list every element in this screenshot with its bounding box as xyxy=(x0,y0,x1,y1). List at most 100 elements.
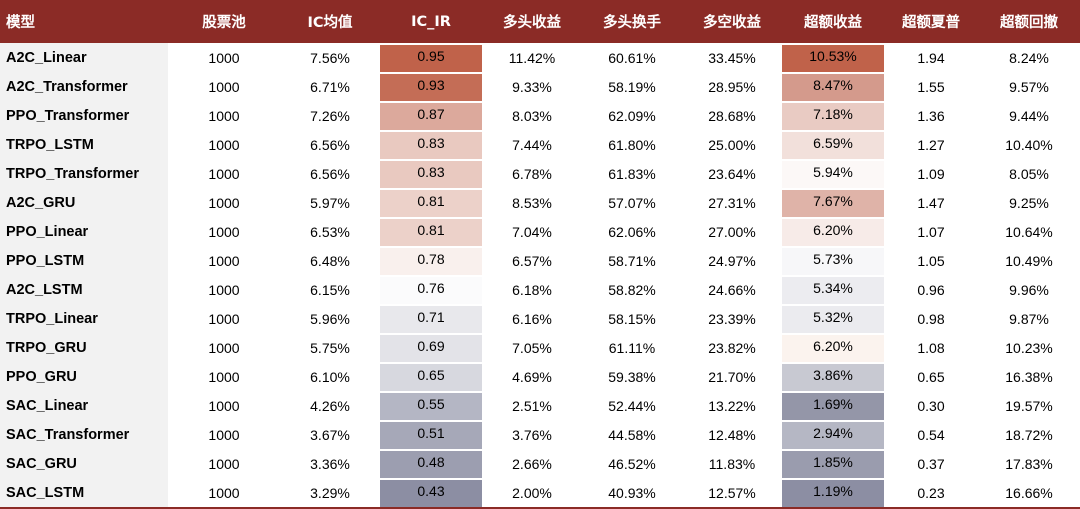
excess-sharpe-cell: 0.54 xyxy=(917,426,945,443)
long-short-return-cell: 23.39% xyxy=(708,310,756,327)
pool-cell: 1000 xyxy=(208,107,240,124)
long-turnover-cell: 58.82% xyxy=(608,281,656,298)
long-turnover-cell: 58.19% xyxy=(608,78,656,95)
ic-ir-cell: 0.83 xyxy=(380,130,482,159)
excess-return-cell: 5.32% xyxy=(782,304,884,333)
model-name-cell: SAC_GRU xyxy=(0,449,168,478)
ic-ir-cell-value: 0.83 xyxy=(380,132,482,159)
long-return-cell: 6.57% xyxy=(512,252,552,269)
excess-sharpe-cell: 1.27 xyxy=(917,136,945,153)
long-turnover-cell: 61.83% xyxy=(608,165,656,182)
excess-sharpe-cell: 1.05 xyxy=(917,252,945,269)
long-return-cell: 6.78% xyxy=(512,165,552,182)
table-row: SAC_GRU 1000 3.36% 0.48 2.66% 46.52% 11.83% 1.8… xyxy=(0,449,1080,478)
excess-return-cell: 2.94% xyxy=(782,420,884,449)
excess-return-cell-value: 1.69% xyxy=(782,393,884,420)
ic-ir-cell: 0.95 xyxy=(380,43,482,72)
long-short-return-cell: 13.22% xyxy=(708,397,756,414)
col-ic-ir-header: IC_IR xyxy=(380,0,482,43)
ic-mean-cell: 6.56% xyxy=(310,165,350,182)
excess-return-cell: 1.69% xyxy=(782,391,884,420)
excess-return-cell: 6.20% xyxy=(782,217,884,246)
ic-ir-cell-value: 0.55 xyxy=(380,393,482,420)
ic-ir-cell-value: 0.69 xyxy=(380,335,482,362)
model-name-cell: TRPO_Transformer xyxy=(0,159,168,188)
ic-ir-cell: 0.65 xyxy=(380,362,482,391)
long-turnover-cell: 46.52% xyxy=(608,455,656,472)
ic-ir-cell: 0.78 xyxy=(380,246,482,275)
excess-return-cell: 5.94% xyxy=(782,159,884,188)
excess-drawdown-cell: 9.57% xyxy=(1009,78,1049,95)
pool-cell: 1000 xyxy=(208,49,240,66)
ic-mean-cell: 7.26% xyxy=(310,107,350,124)
excess-return-cell-value: 5.34% xyxy=(782,277,884,304)
long-turnover-cell: 60.61% xyxy=(608,49,656,66)
pool-cell: 1000 xyxy=(208,136,240,153)
excess-sharpe-cell: 1.08 xyxy=(917,339,945,356)
ic-mean-cell: 3.36% xyxy=(310,455,350,472)
long-return-cell: 7.04% xyxy=(512,223,552,240)
table-row: PPO_Transformer 1000 7.26% 0.87 8.03% 62.09% 2… xyxy=(0,101,1080,130)
excess-drawdown-cell: 10.64% xyxy=(1005,223,1053,240)
model-name-cell: SAC_Linear xyxy=(0,391,168,420)
long-return-cell: 8.53% xyxy=(512,194,552,211)
ic-ir-cell-value: 0.51 xyxy=(380,422,482,449)
long-short-return-cell: 12.48% xyxy=(708,426,756,443)
col-pool-header: 股票池 xyxy=(168,0,280,43)
model-name-cell: PPO_GRU xyxy=(0,362,168,391)
ic-ir-cell-value: 0.76 xyxy=(380,277,482,304)
table-row: PPO_GRU 1000 6.10% 0.65 4.69% 59.38% 21.70% 3.8… xyxy=(0,362,1080,391)
excess-return-cell-value: 5.94% xyxy=(782,161,884,188)
ic-ir-cell-value: 0.78 xyxy=(380,248,482,275)
ic-mean-cell: 6.48% xyxy=(310,252,350,269)
ic-ir-cell: 0.93 xyxy=(380,72,482,101)
long-return-cell: 7.44% xyxy=(512,136,552,153)
table-row: A2C_LSTM 1000 6.15% 0.76 6.18% 58.82% 24.66% 5.… xyxy=(0,275,1080,304)
long-short-return-cell: 23.82% xyxy=(708,339,756,356)
long-turnover-cell: 59.38% xyxy=(608,368,656,385)
long-short-return-cell: 11.83% xyxy=(708,455,756,472)
excess-drawdown-cell: 10.23% xyxy=(1005,339,1053,356)
long-return-cell: 2.66% xyxy=(512,455,552,472)
ic-ir-cell: 0.48 xyxy=(380,449,482,478)
excess-drawdown-cell: 9.25% xyxy=(1009,194,1049,211)
model-name-cell: A2C_Linear xyxy=(0,43,168,72)
excess-return-cell: 10.53% xyxy=(782,43,884,72)
table-header: 模型 股票池 IC均值 IC_IR 多头收益 多头换手 多空收益 超额收益 超额夏普 超额回撤 xyxy=(0,0,1080,43)
excess-sharpe-cell: 0.30 xyxy=(917,397,945,414)
long-turnover-cell: 61.80% xyxy=(608,136,656,153)
excess-drawdown-cell: 17.83% xyxy=(1005,455,1053,472)
excess-drawdown-cell: 8.05% xyxy=(1009,165,1049,182)
ic-ir-cell-value: 0.65 xyxy=(380,364,482,391)
ic-ir-cell: 0.51 xyxy=(380,420,482,449)
pool-cell: 1000 xyxy=(208,281,240,298)
pool-cell: 1000 xyxy=(208,397,240,414)
long-short-return-cell: 28.68% xyxy=(708,107,756,124)
col-long-turnover-header: 多头换手 xyxy=(582,0,682,43)
excess-return-cell-value: 8.47% xyxy=(782,74,884,101)
excess-return-cell-value: 1.85% xyxy=(782,451,884,478)
ic-ir-cell-value: 0.83 xyxy=(380,161,482,188)
excess-sharpe-cell: 1.36 xyxy=(917,107,945,124)
model-name-cell: PPO_LSTM xyxy=(0,246,168,275)
excess-return-cell: 6.59% xyxy=(782,130,884,159)
excess-sharpe-cell: 0.98 xyxy=(917,310,945,327)
pool-cell: 1000 xyxy=(208,339,240,356)
ic-mean-cell: 5.97% xyxy=(310,194,350,211)
long-short-return-cell: 21.70% xyxy=(708,368,756,385)
ic-ir-cell-value: 0.81 xyxy=(380,190,482,217)
ic-ir-cell-value: 0.71 xyxy=(380,306,482,333)
excess-drawdown-cell: 8.24% xyxy=(1009,49,1049,66)
ic-mean-cell: 4.26% xyxy=(310,397,350,414)
excess-return-cell-value: 6.20% xyxy=(782,219,884,246)
excess-drawdown-cell: 19.57% xyxy=(1005,397,1053,414)
table-row: TRPO_Transformer 1000 6.56% 0.83 6.78% 61.83%… xyxy=(0,159,1080,188)
table-row: PPO_LSTM 1000 6.48% 0.78 6.57% 58.71% 24.97% 5.… xyxy=(0,246,1080,275)
excess-return-cell-value: 1.19% xyxy=(782,480,884,507)
table-row: A2C_Transformer 1000 6.71% 0.93 9.33% 58.19% 2… xyxy=(0,72,1080,101)
ic-ir-cell: 0.76 xyxy=(380,275,482,304)
table-row: TRPO_GRU 1000 5.75% 0.69 7.05% 61.11% 23.82% 6.… xyxy=(0,333,1080,362)
long-return-cell: 6.16% xyxy=(512,310,552,327)
long-short-return-cell: 25.00% xyxy=(708,136,756,153)
pool-cell: 1000 xyxy=(208,455,240,472)
